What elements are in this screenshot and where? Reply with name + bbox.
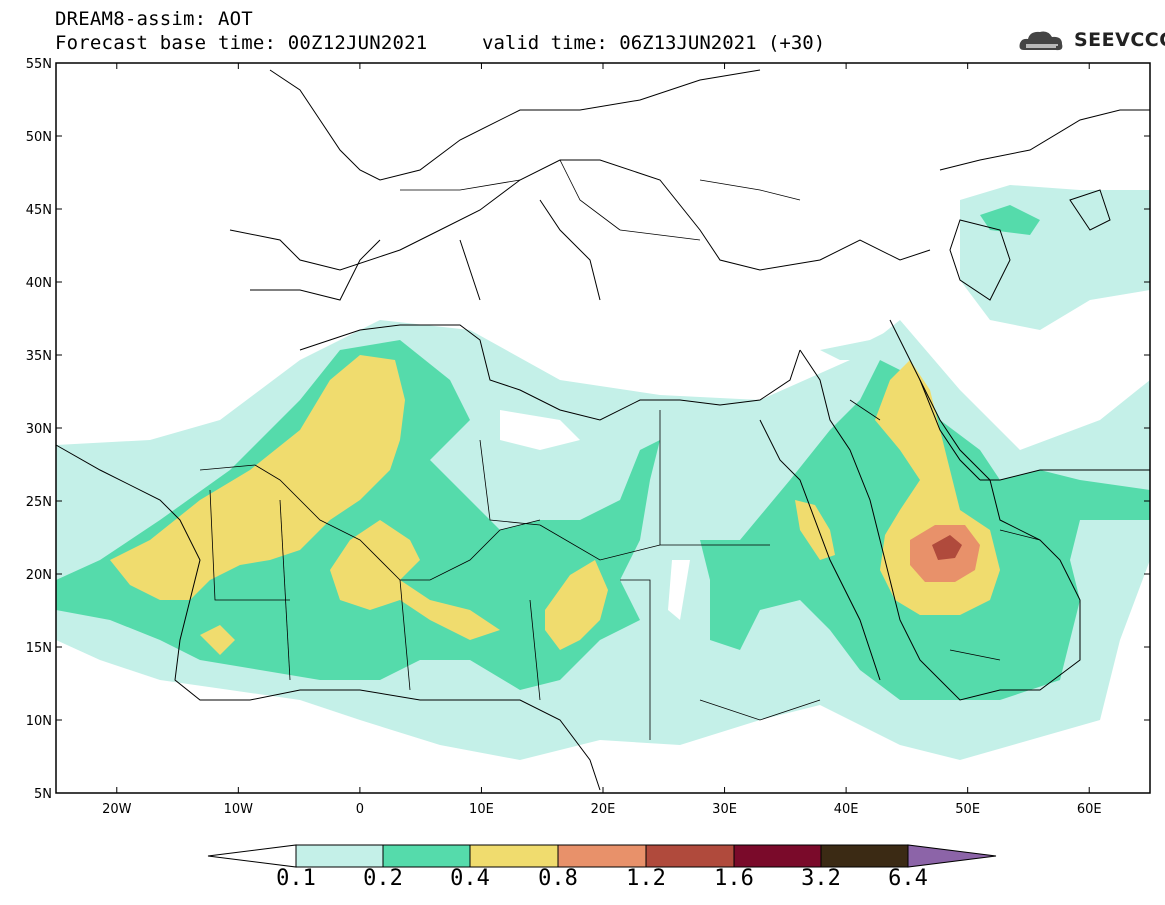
lat-tick-label: 10N — [26, 714, 52, 729]
colorbar-label: 6.4 — [888, 866, 928, 891]
colorbar-swatch — [645, 844, 735, 868]
lon-tick-label: 20W — [102, 802, 132, 817]
lat-tick-label: 40N — [26, 276, 52, 291]
lon-tick-label: 20E — [591, 802, 616, 817]
colorbar-over-triangle — [907, 844, 997, 868]
lat-tick-label: 5N — [34, 787, 52, 802]
logo-text: SEEVCCC — [1074, 29, 1165, 51]
lon-tick-label: 30E — [712, 802, 737, 817]
lat-tick-label: 15N — [26, 641, 52, 656]
colorbar-under-triangle — [207, 844, 297, 868]
lon-tick-label: 60E — [1077, 802, 1102, 817]
lon-tick-label: 10E — [469, 802, 494, 817]
country-borders — [199, 159, 1041, 740]
lat-tick-label: 50N — [26, 130, 52, 145]
colorbar-label: 0.1 — [276, 866, 316, 891]
latitude-axis: 55N 50N 45N 40N 35N 30N 25N 20N 15N 10N 5N — [26, 57, 1150, 802]
colorbar-swatch — [820, 844, 909, 868]
colorbar-label: 1.6 — [714, 866, 754, 891]
colorbar-swatch — [469, 844, 559, 868]
lat-tick-label: 25N — [26, 495, 52, 510]
lon-tick-label: 50E — [955, 802, 980, 817]
valid-time: valid time: 06Z13JUN2021 (+30) — [482, 32, 826, 54]
colorbar-swatch — [382, 844, 471, 868]
colorbar-label: 1.2 — [626, 866, 666, 891]
colorbar-label: 3.2 — [801, 866, 841, 891]
aot-field — [56, 185, 1150, 760]
lat-tick-label: 30N — [26, 422, 52, 437]
coastlines — [55, 69, 1150, 791]
colorbar-swatch — [733, 844, 822, 868]
cloud-icon — [1019, 31, 1063, 51]
lat-tick-label: 55N — [26, 57, 52, 72]
longitude-axis: 20W 10W 0 10E 20E 30E 40E 50E 60E — [102, 63, 1102, 817]
colorbar-label: 0.8 — [538, 866, 578, 891]
lon-tick-label: 10W — [224, 802, 254, 817]
lat-tick-label: 20N — [26, 568, 52, 583]
lat-tick-label: 45N — [26, 203, 52, 218]
lon-tick-label: 40E — [834, 802, 859, 817]
colorbar-swatch — [557, 844, 647, 868]
lat-tick-label: 35N — [26, 349, 52, 364]
colorbar-label: 0.4 — [450, 866, 490, 891]
forecast-base-time: Forecast base time: 00Z12JUN2021 — [55, 32, 428, 54]
colorbar-label: 0.2 — [363, 866, 403, 891]
map-title: DREAM8-assim: AOT — [55, 8, 253, 30]
lon-tick-label: 0 — [356, 802, 364, 817]
colorbar-swatch — [295, 844, 384, 868]
